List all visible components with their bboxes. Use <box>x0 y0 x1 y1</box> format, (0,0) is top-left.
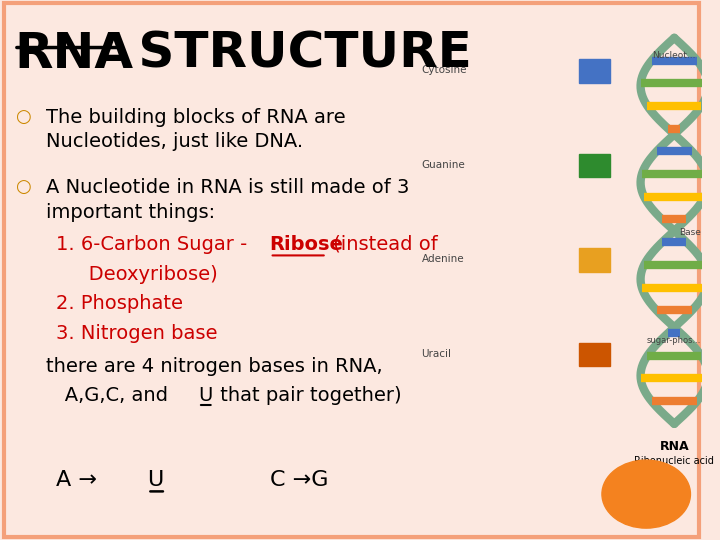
Text: ○: ○ <box>15 108 31 126</box>
Text: U: U <box>590 349 600 359</box>
Text: A,G,C, and: A,G,C, and <box>45 386 174 405</box>
Text: Cytosine: Cytosine <box>421 65 467 75</box>
Text: Base: Base <box>679 228 701 237</box>
Text: Nucleotides, just like DNA.: Nucleotides, just like DNA. <box>45 132 303 151</box>
Text: The building blocks of RNA are: The building blocks of RNA are <box>45 108 346 127</box>
Text: Guanine: Guanine <box>421 160 465 170</box>
Text: C →G: C →G <box>271 470 329 490</box>
FancyBboxPatch shape <box>580 154 611 177</box>
Text: ○: ○ <box>15 178 31 196</box>
Text: sugar-phos...: sugar-phos... <box>647 336 701 345</box>
Text: Uracil: Uracil <box>421 349 451 359</box>
Text: STRUCTURE: STRUCTURE <box>121 30 472 78</box>
Text: that pair together): that pair together) <box>214 386 401 405</box>
Text: U: U <box>198 386 212 405</box>
Text: G: G <box>590 160 600 170</box>
Text: 3. Nitrogen base: 3. Nitrogen base <box>56 324 217 343</box>
Text: RNA: RNA <box>660 440 689 453</box>
Text: Deoxyribose): Deoxyribose) <box>71 265 218 284</box>
Text: RNA: RNA <box>14 30 133 78</box>
Text: 2. Phosphate: 2. Phosphate <box>56 294 183 313</box>
Text: C: C <box>591 65 599 75</box>
Circle shape <box>602 460 690 528</box>
Text: U: U <box>148 470 163 490</box>
FancyBboxPatch shape <box>404 24 688 464</box>
Text: 1. 6-Carbon Sugar -: 1. 6-Carbon Sugar - <box>56 235 253 254</box>
Text: there are 4 nitrogen bases in RNA,: there are 4 nitrogen bases in RNA, <box>45 357 382 376</box>
Text: A →: A → <box>56 470 104 490</box>
Text: A: A <box>590 254 599 264</box>
FancyBboxPatch shape <box>4 3 699 537</box>
Text: A Nucleotide in RNA is still made of 3: A Nucleotide in RNA is still made of 3 <box>45 178 409 197</box>
Text: Ribonucleic acid: Ribonucleic acid <box>634 456 714 467</box>
Text: Adenine: Adenine <box>421 254 464 264</box>
FancyBboxPatch shape <box>580 59 611 83</box>
FancyBboxPatch shape <box>580 343 611 366</box>
FancyBboxPatch shape <box>580 248 611 272</box>
Text: Nucleot...: Nucleot... <box>652 51 696 60</box>
Text: Ribose: Ribose <box>270 235 343 254</box>
Text: (instead of: (instead of <box>327 235 437 254</box>
Text: important things:: important things: <box>45 202 215 221</box>
